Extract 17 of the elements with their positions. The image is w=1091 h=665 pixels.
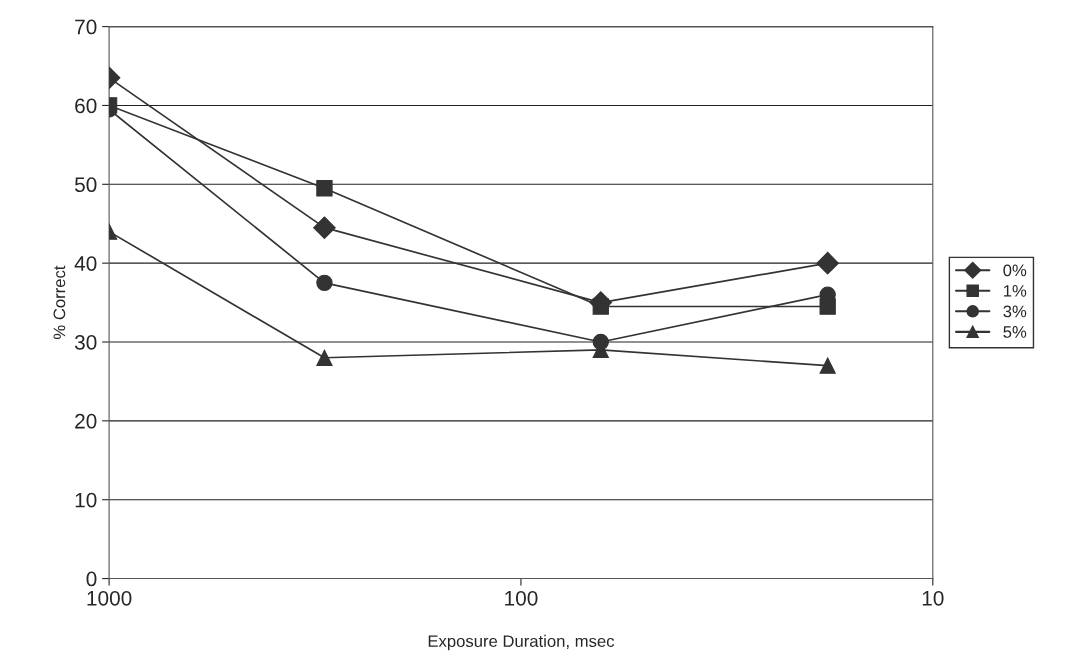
y-tick-label: 10	[75, 492, 97, 508]
y-axis-title: % Correct	[53, 265, 66, 340]
y-tick-label: 30	[74, 335, 97, 350]
x-tick-label: 100	[505, 590, 538, 606]
y-tick-label: 40	[74, 256, 97, 271]
y-tick-label: 70	[75, 19, 97, 35]
legend-label: 0%	[1003, 264, 1027, 277]
x-tick-label: 1000	[87, 590, 132, 606]
y-tick-label: 50	[74, 177, 97, 193]
legend-label: 1%	[1003, 285, 1027, 297]
legend-label: 5%	[1003, 326, 1027, 338]
y-tick-label: 20	[75, 413, 97, 429]
x-tick-label: 10	[922, 590, 944, 606]
y-tick-label: 0	[86, 571, 97, 587]
x-axis-title: Exposure Duration, msec	[428, 634, 615, 651]
legend-label: 3%	[1003, 305, 1027, 318]
y-tick-label: 60	[75, 98, 97, 114]
